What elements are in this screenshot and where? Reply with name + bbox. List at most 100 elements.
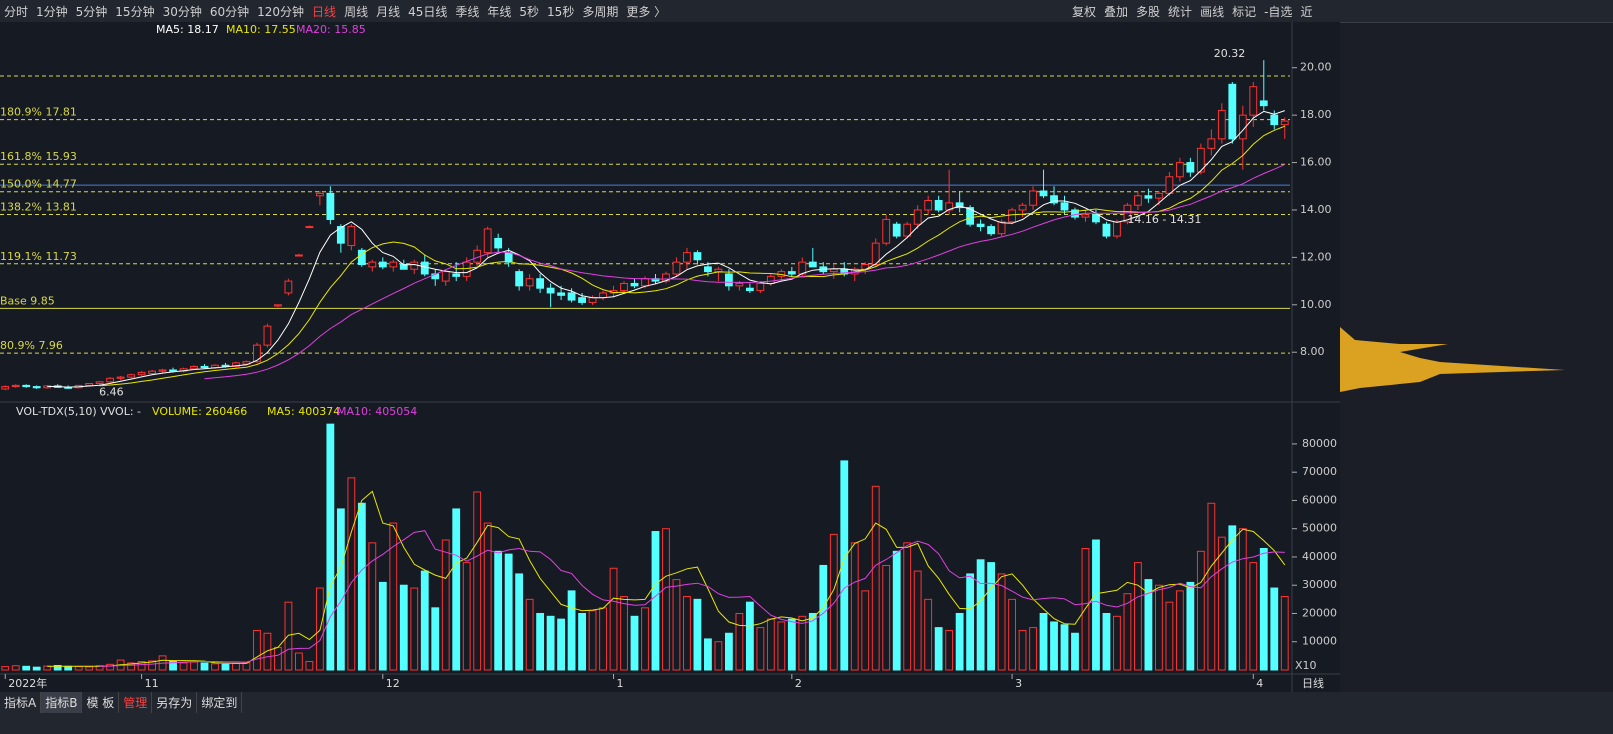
tab[interactable]: 指标B bbox=[41, 692, 83, 713]
volume-bar bbox=[766, 618, 775, 671]
volume-bar bbox=[200, 662, 209, 671]
volume-bar bbox=[987, 562, 996, 671]
tool-button[interactable]: -自选 bbox=[1264, 5, 1293, 19]
level-label: 150.0% 14.77 bbox=[0, 178, 77, 191]
candle-body bbox=[368, 261, 377, 268]
volume-bar bbox=[294, 652, 303, 671]
tool-button[interactable]: 近 bbox=[1300, 5, 1313, 19]
tab[interactable]: 指标A bbox=[0, 692, 42, 713]
volume-bar bbox=[1113, 615, 1121, 671]
candle-body bbox=[892, 223, 901, 237]
period-button[interactable]: 多周期 bbox=[582, 5, 619, 19]
tool-button[interactable]: 叠加 bbox=[1104, 5, 1129, 19]
volume-bar bbox=[955, 612, 964, 671]
volume-bar bbox=[137, 661, 146, 671]
volume-bar bbox=[704, 638, 712, 671]
volume-bar bbox=[903, 542, 912, 671]
tab[interactable]: 另存为 bbox=[152, 692, 198, 713]
candle-body bbox=[1207, 138, 1216, 149]
period-button[interactable]: 45日线 bbox=[408, 5, 448, 19]
volume-ma-line bbox=[47, 490, 1286, 667]
volume-bar bbox=[441, 539, 450, 671]
period-button[interactable]: 年线 bbox=[487, 5, 512, 19]
tab[interactable]: 管理 bbox=[119, 692, 153, 713]
period-button[interactable]: 1分钟 bbox=[36, 5, 68, 19]
candle-body bbox=[546, 287, 555, 294]
candle-body bbox=[1102, 223, 1111, 237]
period-button[interactable]: 月线 bbox=[376, 5, 401, 19]
period-button[interactable]: 更多 〉 bbox=[626, 5, 667, 19]
volume-bar bbox=[724, 632, 733, 671]
y-tick-label: 16.00 bbox=[1300, 156, 1332, 169]
candle-body bbox=[641, 278, 649, 287]
tool-button[interactable]: 多股 bbox=[1136, 5, 1161, 19]
period-button[interactable]: 周线 bbox=[344, 5, 369, 19]
volume-bar bbox=[777, 621, 786, 671]
candle-body bbox=[578, 297, 586, 303]
volume-ma-line bbox=[99, 530, 1285, 667]
tool-button[interactable]: 复权 bbox=[1072, 5, 1097, 19]
candle-body bbox=[620, 282, 628, 292]
period-button[interactable]: 15秒 bbox=[547, 5, 575, 19]
tab[interactable]: 模 板 bbox=[82, 692, 120, 713]
candle-body bbox=[315, 192, 324, 197]
candle-body bbox=[1071, 209, 1079, 218]
tool-button[interactable]: 标记 bbox=[1232, 5, 1257, 19]
tab[interactable]: 绑定到 bbox=[197, 692, 243, 713]
volume-bar bbox=[672, 579, 681, 671]
volume-bar bbox=[934, 627, 943, 671]
volume-bar bbox=[798, 615, 807, 671]
volume-bar bbox=[1029, 627, 1037, 671]
period-button[interactable]: 15分钟 bbox=[115, 5, 155, 19]
volume-ma-label: MA10: 405054 bbox=[337, 405, 417, 418]
x-tick-label: 4 bbox=[1256, 677, 1263, 690]
candle-body bbox=[158, 369, 167, 372]
candle-body bbox=[420, 261, 429, 275]
volume-bar bbox=[74, 666, 83, 671]
candle-body bbox=[1029, 190, 1037, 206]
y-tick-label: 20.00 bbox=[1300, 61, 1332, 74]
candle-body bbox=[525, 278, 534, 287]
volume-bar bbox=[1280, 596, 1289, 671]
candle-body bbox=[934, 199, 943, 211]
candle-body bbox=[913, 209, 922, 225]
volume-bar bbox=[892, 550, 901, 671]
candle-body bbox=[756, 282, 765, 292]
period-button[interactable]: 30分钟 bbox=[162, 5, 202, 19]
period-bar: 分时 1分钟 5分钟 15分钟 30分钟 60分钟 120分钟 日线 周线 月线 45日线 季线 年线 5… bbox=[0, 0, 1613, 20]
period-button[interactable]: 分时 bbox=[4, 5, 29, 19]
period-button[interactable]: 5分钟 bbox=[75, 5, 108, 19]
candle-body bbox=[1060, 202, 1069, 211]
y-tick-label: 80000 bbox=[1302, 437, 1337, 450]
candle-body bbox=[882, 218, 891, 244]
y-tick-label: 12.00 bbox=[1300, 250, 1332, 263]
volume-bar bbox=[515, 573, 524, 671]
candle-body bbox=[1018, 204, 1027, 211]
period-button[interactable]: 季线 bbox=[455, 5, 480, 19]
candle-body bbox=[95, 381, 104, 385]
volume-bar bbox=[473, 491, 482, 671]
volume-bar bbox=[169, 661, 177, 671]
volume-bar bbox=[861, 590, 870, 671]
period-button[interactable]: 60分钟 bbox=[209, 5, 250, 19]
candle-body bbox=[1, 386, 10, 390]
period-button[interactable]: 日线 bbox=[312, 5, 337, 19]
candle-body bbox=[11, 384, 20, 388]
volume-bar bbox=[829, 533, 838, 671]
volume-bar bbox=[1060, 624, 1069, 671]
chart: MA5: 18.17 MA10: 17.55 MA20: 15.85 180.9% 1… bbox=[0, 22, 1565, 692]
volume-bar bbox=[620, 596, 628, 671]
volume-bar bbox=[546, 615, 555, 671]
tool-button[interactable]: 画线 bbox=[1200, 5, 1225, 19]
y-tick-label: 18.00 bbox=[1300, 108, 1332, 121]
tool-button[interactable]: 统计 bbox=[1168, 5, 1193, 19]
volume-bar bbox=[284, 601, 293, 671]
period-button[interactable]: 120分钟 bbox=[257, 5, 305, 19]
candle-body bbox=[452, 273, 461, 277]
candle-body bbox=[1144, 195, 1153, 199]
candle-body bbox=[704, 266, 712, 273]
volume-bar bbox=[1165, 601, 1174, 671]
y-tick-label: 60000 bbox=[1302, 493, 1337, 506]
volume-bar bbox=[557, 618, 566, 671]
period-button[interactable]: 5秒 bbox=[519, 5, 540, 19]
